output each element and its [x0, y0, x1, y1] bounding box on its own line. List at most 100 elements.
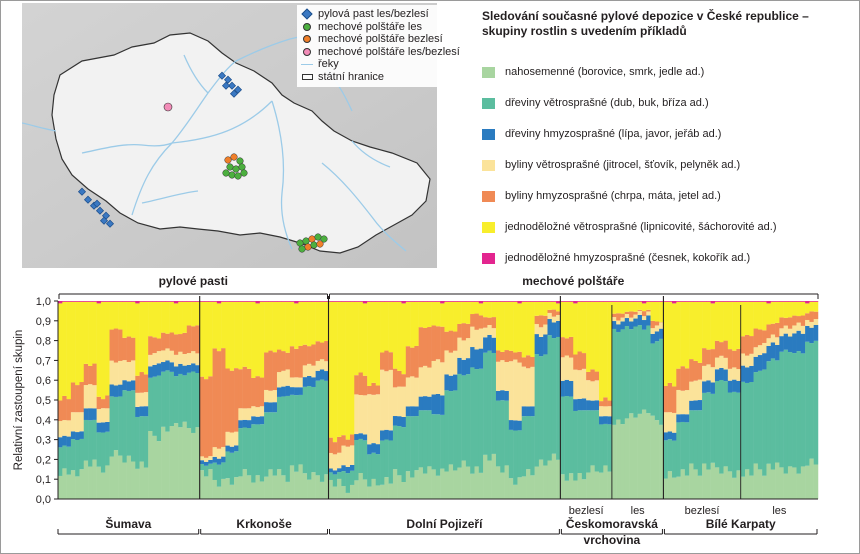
bar-segment: [349, 484, 355, 499]
bar-segment: [354, 375, 359, 395]
bar-segment: [302, 473, 308, 499]
bar-segment: [173, 423, 179, 499]
bar-segment: [100, 408, 106, 423]
bar-segment: [122, 301, 127, 338]
bar-segment: [740, 353, 746, 366]
legend-label: jednoděložné hmyzosprašné (česnek, kokoř…: [505, 252, 751, 264]
bar-segment: [710, 393, 716, 463]
bar-segment: [83, 419, 89, 461]
bar-segment: [796, 316, 802, 323]
bar-segment: [152, 435, 157, 499]
bar-segment: [659, 328, 664, 339]
bar-segment: [693, 301, 699, 361]
bar-segment: [568, 336, 574, 358]
orange-dot-icon: [303, 35, 311, 43]
bar-segment: [534, 315, 540, 325]
bar-segment: [83, 385, 89, 409]
bar-segment: [732, 477, 737, 499]
bar-segment: [422, 410, 428, 474]
bar-segment: [315, 341, 321, 361]
bar-segment: [689, 400, 694, 411]
bar-segment: [470, 301, 475, 302]
bar-segment: [105, 408, 110, 422]
bar-segment: [547, 301, 553, 302]
bar-segment: [307, 479, 312, 499]
bar-segment: [182, 421, 188, 499]
bar-segment: [169, 301, 175, 302]
bar-segment: [380, 440, 385, 485]
bar-segment: [547, 319, 553, 336]
bar-segment: [766, 303, 772, 325]
legend-label: dřeviny hmyzosprašné (lípa, javor, jeřáb…: [505, 128, 722, 140]
bar-segment: [787, 466, 793, 499]
bar-segment: [234, 445, 239, 452]
bar-segment: [702, 381, 707, 393]
bar-segment: [710, 349, 716, 368]
bar-segment: [706, 364, 711, 381]
bar-segment: [118, 301, 123, 302]
bar-segment: [641, 409, 647, 499]
bar-segment: [590, 301, 595, 370]
bar-segment: [281, 396, 286, 476]
bar-segment: [332, 301, 338, 302]
bar-segment: [358, 438, 364, 474]
bar-segment: [337, 468, 342, 473]
bar-segment: [92, 385, 97, 409]
bar-segment: [693, 400, 699, 411]
bar-segment: [684, 368, 690, 391]
bar-segment: [448, 301, 454, 302]
bar-segment: [461, 359, 467, 376]
bar-segment: [710, 303, 716, 350]
bar-segment: [641, 311, 647, 317]
bar-segment: [444, 390, 449, 472]
bar-segment: [616, 324, 621, 332]
bar-segment: [130, 360, 136, 381]
bar-segment: [603, 397, 608, 407]
bar-segment: [517, 477, 522, 499]
bar-segment: [710, 462, 716, 499]
bar-segment: [307, 301, 312, 302]
bar-segment: [88, 301, 93, 366]
bar-segment: [242, 408, 248, 420]
bar-segment: [637, 309, 643, 311]
bar-segment: [629, 317, 634, 322]
bar-segment: [805, 325, 810, 342]
bar-segment: [341, 435, 346, 446]
bar-segment: [787, 317, 793, 329]
bar-segment: [495, 361, 501, 391]
bar-segment: [560, 474, 565, 499]
bar-segment: [624, 301, 630, 302]
bar-segment: [448, 301, 454, 331]
bar-segment: [483, 327, 488, 338]
bar-segment: [401, 386, 407, 417]
bar-segment: [113, 328, 119, 363]
rivers: [21, 34, 407, 252]
bar-segment: [79, 301, 85, 302]
bar-segment: [311, 365, 316, 378]
bar-segment: [594, 410, 600, 472]
bar-segment: [667, 439, 673, 472]
bar-segment: [654, 301, 660, 302]
bar-segment: [796, 351, 802, 474]
bar-segment: [470, 473, 475, 499]
y-axis-label: Relativní zastoupení skupin: [13, 330, 25, 471]
bar-segment: [740, 476, 746, 499]
bar-segment: [405, 301, 411, 347]
bar-segment: [491, 352, 497, 454]
bar-segment: [414, 377, 419, 407]
bar-segment: [487, 350, 492, 461]
bar-segment: [577, 301, 583, 302]
bar-segment: [401, 417, 407, 428]
bar-segment: [753, 463, 759, 499]
bar-segment: [388, 352, 394, 370]
bar-segment: [328, 479, 334, 499]
bar-segment: [564, 355, 570, 380]
bar-segment: [259, 481, 265, 499]
bar-segment: [414, 301, 419, 346]
bar-segment: [332, 470, 338, 475]
bar-segment: [577, 370, 583, 399]
bar-segment: [620, 424, 626, 499]
bar-segment: [251, 424, 256, 483]
bar-segment: [298, 377, 303, 388]
bar-segment: [405, 346, 411, 378]
